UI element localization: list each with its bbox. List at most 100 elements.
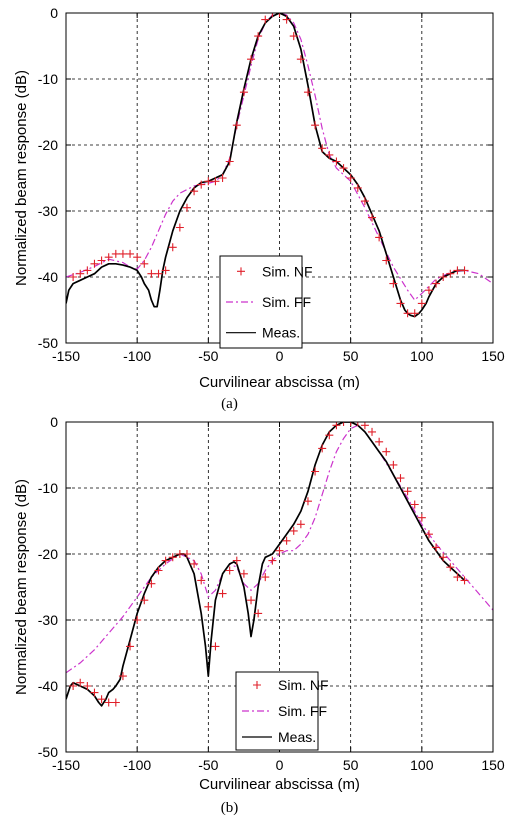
legend-label: Sim. FF bbox=[278, 703, 327, 719]
data-point-sim-nf bbox=[161, 266, 170, 275]
data-point-sim-nf bbox=[403, 309, 412, 318]
series-sim-nf bbox=[69, 13, 469, 318]
data-point-sim-nf bbox=[197, 576, 206, 585]
x-tick-label: -100 bbox=[123, 757, 151, 773]
data-point-sim-nf bbox=[403, 487, 412, 496]
data-point-sim-nf bbox=[282, 536, 291, 545]
data-point-sim-nf bbox=[90, 259, 99, 268]
y-tick-label: -50 bbox=[38, 744, 58, 760]
data-point-sim-nf bbox=[282, 15, 291, 24]
chart-b: -150 -100 -50 0 50 100 150 0 -10 -20 -30 -40 -50 Curv… bbox=[13, 414, 505, 816]
plot-data bbox=[66, 422, 493, 707]
data-point-sim-nf bbox=[182, 550, 191, 558]
data-point-sim-nf bbox=[375, 233, 384, 242]
data-point-sim-nf bbox=[76, 678, 85, 687]
data-point-sim-nf bbox=[410, 500, 419, 509]
data-point-sim-nf bbox=[453, 266, 462, 275]
data-point-sim-nf bbox=[311, 467, 320, 476]
y-tick-label: -10 bbox=[38, 480, 58, 496]
data-point-sim-nf bbox=[289, 32, 298, 41]
y-axis-label: Normalized beam response (dB) bbox=[13, 70, 30, 286]
x-tick-label: 100 bbox=[410, 757, 434, 773]
data-point-sim-nf bbox=[126, 642, 135, 651]
data-point-sim-nf bbox=[325, 150, 334, 159]
data-point-sim-nf bbox=[161, 556, 170, 565]
x-tick-label: -150 bbox=[52, 348, 80, 364]
data-point-sim-nf bbox=[154, 566, 163, 575]
data-point-sim-nf bbox=[410, 309, 419, 318]
axes-frame bbox=[65, 421, 494, 753]
data-point-sim-nf bbox=[261, 15, 270, 24]
data-point-sim-nf bbox=[389, 279, 398, 288]
data-point-sim-nf bbox=[111, 698, 120, 707]
data-point-sim-nf bbox=[360, 197, 369, 206]
data-point-sim-nf bbox=[168, 243, 177, 252]
data-point-sim-nf bbox=[225, 566, 234, 575]
x-tick-label: 50 bbox=[343, 348, 359, 364]
y-tick-label: -40 bbox=[38, 678, 58, 694]
data-point-sim-nf bbox=[353, 183, 362, 192]
x-tick-label: -50 bbox=[198, 348, 218, 364]
legend-label: Sim. NF bbox=[278, 677, 329, 693]
data-point-sim-nf bbox=[118, 672, 127, 681]
chart-a: -150 -100 -50 0 50 100 150 0 -10 -20 -30 -40 -50 Curv… bbox=[13, 5, 505, 412]
data-point-sim-nf bbox=[140, 259, 149, 268]
data-point-sim-nf bbox=[83, 266, 92, 275]
plot-data bbox=[66, 13, 493, 318]
y-tick-label: -20 bbox=[38, 137, 58, 153]
data-point-sim-nf bbox=[190, 559, 199, 568]
legend-label: Sim. NF bbox=[262, 263, 313, 279]
legend-label: Meas. bbox=[278, 729, 316, 745]
data-point-sim-nf bbox=[147, 269, 156, 278]
data-point-sim-nf bbox=[460, 576, 469, 585]
y-tick-label: -30 bbox=[38, 203, 58, 219]
data-point-sim-nf bbox=[360, 422, 369, 430]
data-point-sim-nf bbox=[453, 573, 462, 582]
data-point-sim-nf bbox=[268, 556, 277, 565]
data-point-sim-nf bbox=[97, 256, 106, 265]
x-tick-label: 100 bbox=[410, 348, 434, 364]
data-point-sim-nf bbox=[204, 177, 213, 186]
data-point-sim-nf bbox=[303, 88, 312, 97]
data-point-sim-nf bbox=[389, 460, 398, 469]
data-point-sim-nf bbox=[211, 642, 220, 651]
data-point-sim-nf bbox=[239, 88, 248, 97]
data-point-sim-nf bbox=[432, 279, 441, 288]
data-point-sim-nf bbox=[332, 422, 341, 430]
data-point-sim-nf bbox=[396, 299, 405, 308]
data-point-sim-nf bbox=[218, 589, 227, 598]
x-tick-label: -100 bbox=[123, 348, 151, 364]
data-point-sim-nf bbox=[225, 157, 234, 166]
legend-label: Meas. bbox=[262, 325, 300, 341]
x-tick-label: -50 bbox=[198, 757, 218, 773]
data-point-sim-nf bbox=[175, 223, 184, 232]
series-line-meas bbox=[66, 422, 466, 707]
data-point-sim-nf bbox=[424, 530, 433, 539]
data-point-sim-nf bbox=[289, 526, 298, 535]
x-tick-label: 150 bbox=[481, 757, 505, 773]
data-point-sim-nf bbox=[133, 616, 142, 624]
data-point-sim-nf bbox=[232, 556, 241, 565]
data-point-sim-nf bbox=[268, 13, 277, 17]
data-point-sim-nf bbox=[296, 520, 305, 529]
data-point-sim-nf bbox=[368, 427, 377, 436]
data-point-sim-nf bbox=[424, 286, 433, 295]
data-point-sim-nf bbox=[417, 513, 426, 522]
y-tick-label: -50 bbox=[38, 335, 58, 351]
legend: Sim. NF Sim. FF Meas. bbox=[219, 255, 313, 349]
data-point-sim-nf bbox=[346, 422, 355, 426]
data-point-sim-nf bbox=[83, 682, 92, 690]
data-point-sim-nf bbox=[204, 602, 213, 611]
data-point-sim-nf bbox=[104, 698, 113, 707]
data-point-sim-nf bbox=[90, 688, 99, 697]
data-point-sim-nf bbox=[382, 256, 391, 265]
data-point-sim-nf bbox=[254, 609, 263, 618]
y-tick-label: -20 bbox=[38, 546, 58, 562]
y-tick-label: -40 bbox=[38, 269, 58, 285]
data-point-sim-nf bbox=[254, 32, 263, 41]
data-point-sim-nf bbox=[353, 422, 362, 426]
data-point-sim-nf bbox=[211, 177, 220, 186]
data-point-sim-nf bbox=[432, 543, 441, 552]
data-point-sim-nf bbox=[69, 682, 78, 690]
